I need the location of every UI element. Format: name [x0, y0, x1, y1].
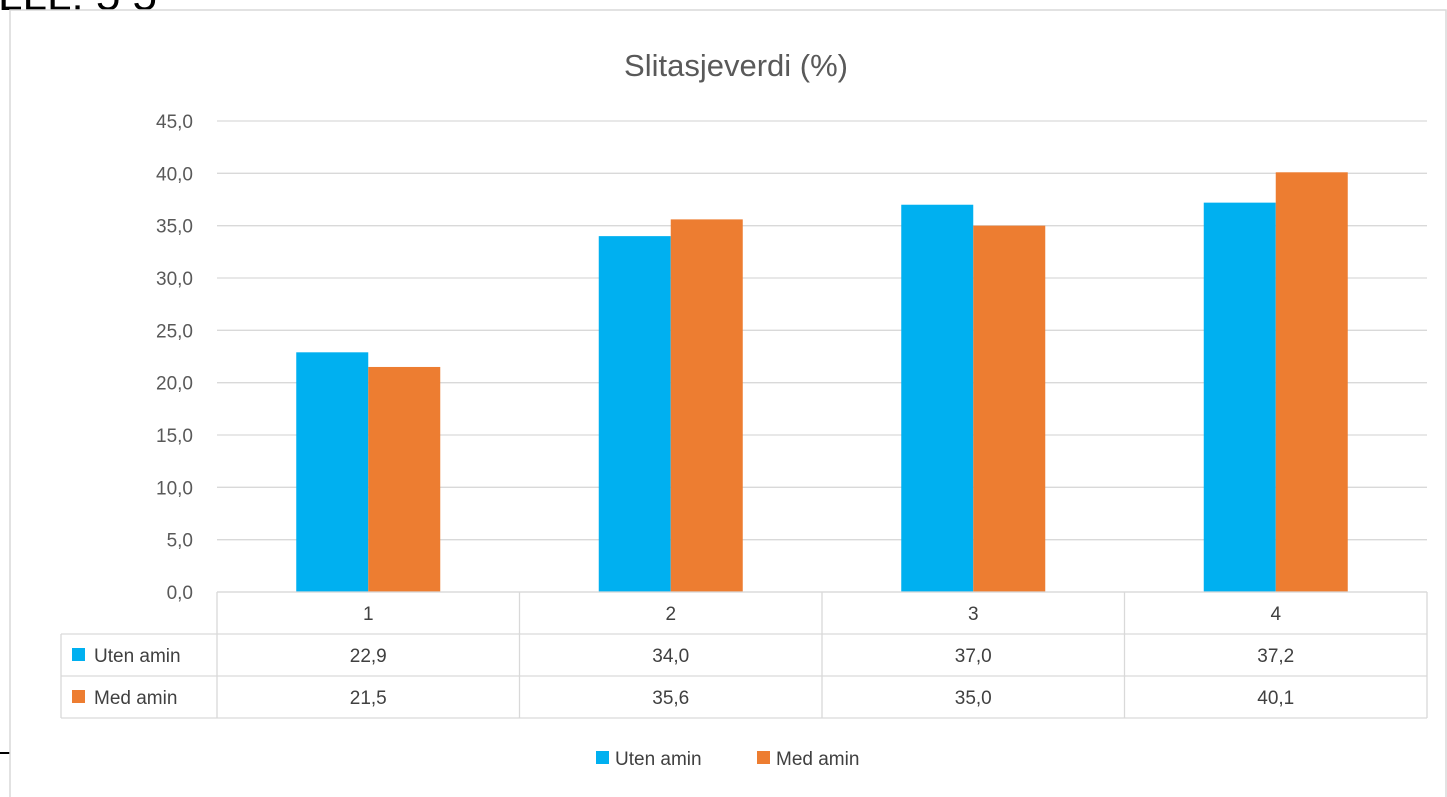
y-axis-ticks: 0,0 5,0 10,0 15,0 20,0 25,0 30,0 35,0 40,0 45,0 — [156, 112, 193, 604]
data-label: 34,0 — [652, 646, 689, 667]
data-label: 37,2 — [1257, 646, 1294, 667]
x-tick-label: 1 — [363, 604, 374, 625]
y-tick-label: 40,0 — [156, 164, 193, 185]
data-label: 22,9 — [350, 646, 387, 667]
legend-key — [596, 751, 609, 764]
bar — [1203, 202, 1276, 592]
table-series-name: Med amin — [94, 688, 177, 709]
table-legend-key — [72, 690, 85, 703]
y-tick-label: 25,0 — [156, 321, 193, 342]
x-tick-label: 3 — [968, 604, 979, 625]
y-tick-label: 5,0 — [167, 531, 193, 552]
bars — [296, 172, 1348, 593]
y-tick-label: 15,0 — [156, 426, 193, 447]
chart-title: Slitasjeverdi (%) — [624, 48, 848, 83]
bar — [296, 352, 369, 592]
bar — [598, 236, 671, 592]
data-label: 35,0 — [955, 688, 992, 709]
legend-label: Med amin — [776, 749, 859, 770]
y-tick-label: 35,0 — [156, 217, 193, 238]
table-legend-key — [72, 648, 85, 661]
bar — [1275, 172, 1348, 592]
data-label: 35,6 — [652, 688, 689, 709]
legend: Uten amin Med amin — [596, 749, 859, 770]
bar — [670, 219, 743, 593]
y-tick-label: 45,0 — [156, 112, 193, 133]
x-tick-label: 2 — [665, 604, 676, 625]
table-series-name: Uten amin — [94, 646, 181, 667]
bar — [368, 366, 441, 592]
bar — [901, 204, 974, 592]
x-tick-label: 4 — [1270, 604, 1281, 625]
data-label: 21,5 — [350, 688, 387, 709]
legend-label: Uten amin — [615, 749, 702, 770]
legend-key — [757, 751, 770, 764]
y-tick-label: 10,0 — [156, 478, 193, 499]
data-label: 40,1 — [1257, 688, 1294, 709]
data-label: 37,0 — [955, 646, 992, 667]
y-tick-label: 30,0 — [156, 269, 193, 290]
data-table: 1 2 3 4 Uten amin 22,9 34,0 37,0 37,2 Med amin 21,… — [60, 591, 1428, 719]
y-tick-label: 20,0 — [156, 374, 193, 395]
bar — [973, 225, 1046, 592]
y-tick-label: 0,0 — [167, 583, 193, 604]
